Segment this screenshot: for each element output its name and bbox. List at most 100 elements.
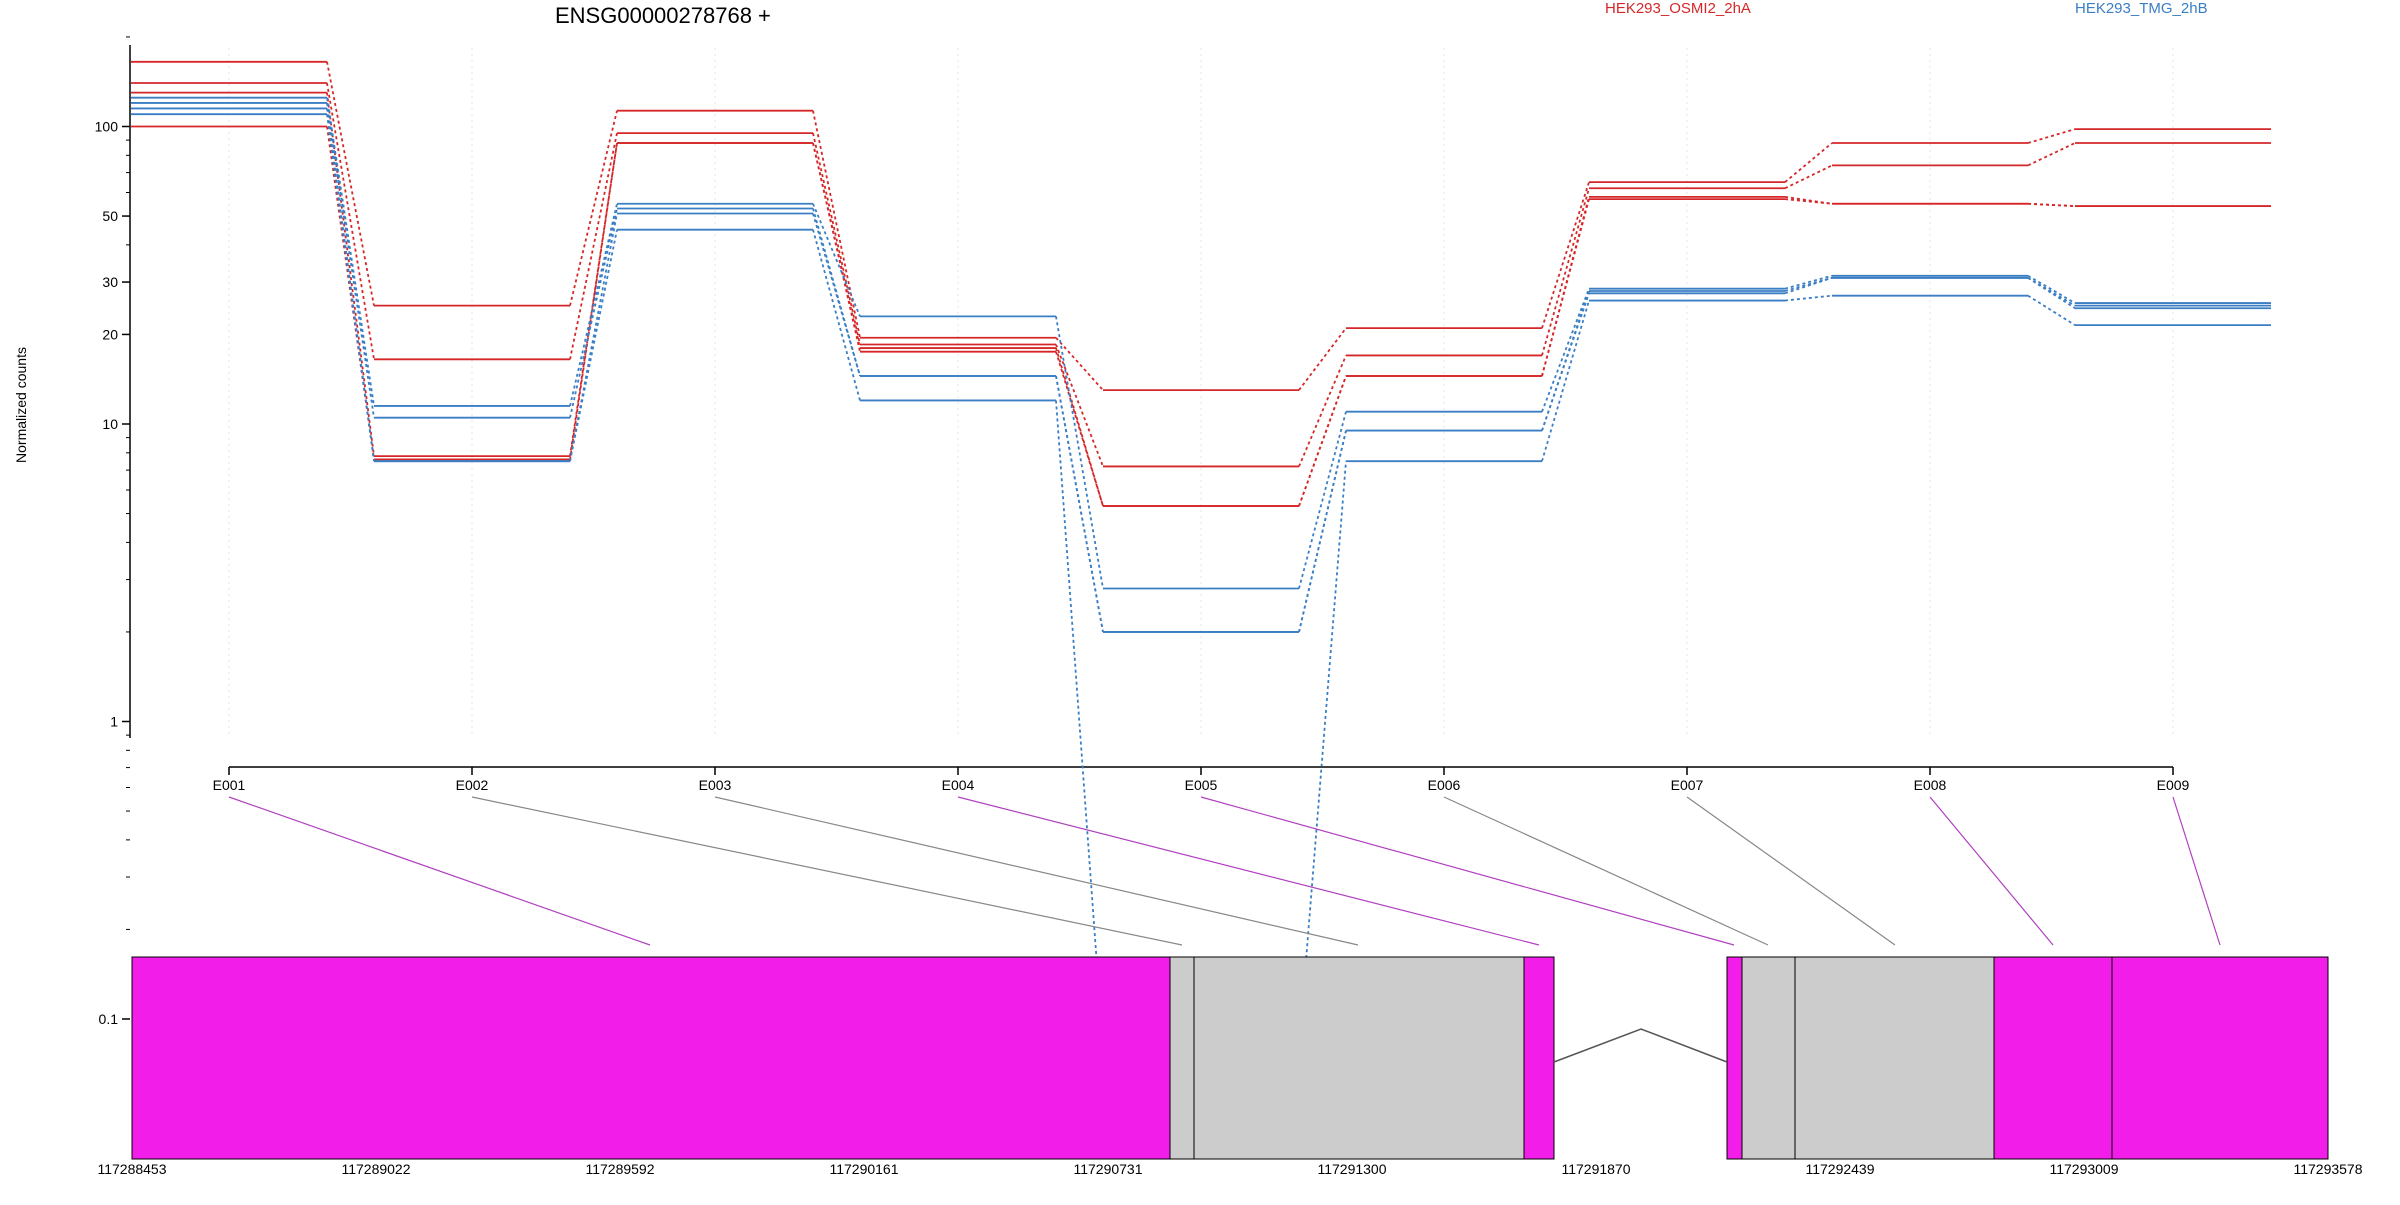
x-tick-label-e008: E008 (1914, 777, 1947, 793)
series-tmg-sample-1-link (1541, 288, 1590, 413)
grid-lines (228, 48, 2174, 735)
series-tmg-sample-1-link (1784, 274, 1833, 290)
series-tmg-sample-1-link (2027, 274, 2076, 304)
series-osmi2-sample-4-link (2027, 202, 2076, 208)
series-tmg-sample-2-link (812, 208, 861, 377)
exon-link-e001 (228, 796, 651, 946)
gene-exon-bin-5 (1726, 956, 1743, 1160)
series-tmg-sample-3-link (1541, 293, 1590, 431)
series-osmi2-sample-4-link (569, 142, 618, 460)
x-tick-label-e006: E006 (1428, 777, 1461, 793)
series-tmg-sample-1-link (812, 203, 861, 317)
y-axis-label: Normalized counts (13, 347, 29, 463)
series-tmg-sample-3-link (1055, 375, 1104, 633)
gene-exon-bin-9 (2111, 956, 2329, 1160)
y-tick-label: 30 (102, 274, 118, 290)
gene-exon-bin-3 (1193, 956, 1525, 1160)
series-osmi2-sample-3-link (1784, 195, 1833, 205)
chart-title: ENSG00000278768 + (555, 3, 771, 28)
series-tmg-sample-1-link (1298, 411, 1347, 589)
series-osmi2-sample-2-link (1055, 344, 1104, 467)
y-tick-label: 1 (110, 714, 118, 730)
gene-exon-bin-4 (1523, 956, 1555, 1160)
gene-model: 117288453 117289022 117289592 117290161 1172… (97, 796, 2363, 1177)
x-tick-label-e001: E001 (213, 777, 246, 793)
series-osmi2-sample-2-link (2027, 142, 2076, 167)
series-osmi2-sample-1-link (1541, 181, 1590, 329)
series-tmg-sample-1-link (1055, 316, 1104, 589)
genomic-coordinate-label: 117289022 (341, 1161, 410, 1177)
y-tick-label: 10 (102, 416, 118, 432)
exon-link-e007 (1686, 796, 1896, 946)
series-tmg-sample-3-link (1784, 276, 1833, 295)
series-tmg-sample-3-link (2027, 277, 2076, 309)
series-osmi2-sample-4-link (1784, 198, 1833, 205)
gene-exon-bin-6 (1741, 956, 1796, 1160)
series-tmg-sample-4-link (2027, 294, 2076, 326)
x-tick-label-e009: E009 (2157, 777, 2190, 793)
series-osmi2-sample-4-link (1541, 198, 1590, 377)
exon-link-e006 (1443, 796, 1769, 946)
y-tick-label: 20 (102, 326, 118, 342)
series-osmi2-sample-2-link (1784, 164, 1833, 190)
series-osmi2-sample-1-link (1784, 142, 1833, 183)
genomic-coordinate-label: 117293578 (2293, 1161, 2362, 1177)
y-tick-label: 0.1 (99, 1011, 119, 1027)
series-osmi2-sample-4-link (812, 142, 861, 352)
genomic-coordinate-label: 117290161 (829, 1161, 898, 1177)
x-tick-label-e002: E002 (456, 777, 489, 793)
y-tick-label: 100 (95, 119, 119, 135)
intron-line (1553, 1028, 1728, 1063)
genomic-coordinate-label: 117289592 (585, 1161, 654, 1177)
series-osmi2-sample-3-link (569, 142, 618, 457)
series-osmi2-sample-1-link (1298, 327, 1347, 391)
series-tmg-sample-4-link (1784, 294, 1833, 302)
gene-exon-bin-7 (1794, 956, 1995, 1160)
series-tmg-sample-3-link (812, 213, 861, 377)
series-osmi2-sample-2-link (1298, 355, 1347, 467)
series-osmi2-sample-2-link (1541, 188, 1590, 356)
series-osmi2-sample-4-link (1055, 351, 1104, 507)
exon-link-e002 (471, 796, 1183, 946)
genomic-coordinate-label: 117291300 (1317, 1161, 1386, 1177)
genomic-coordinate-label: 117291870 (1561, 1161, 1630, 1177)
genomic-coordinate-label: 117292439 (1805, 1161, 1874, 1177)
y-tick-label: 50 (102, 208, 118, 224)
series-tmg-sample-2-link (1784, 276, 1833, 292)
exon-link-e003 (714, 796, 1359, 946)
series-tmg-sample-1-link (569, 203, 618, 407)
series-osmi2-sample-1-link (326, 61, 375, 306)
series-osmi2-sample-1-link (569, 110, 618, 306)
series-tmg-sample-1-link (326, 97, 375, 407)
axes: 0.1 1 10 20 30 50 100 E001 E002 E003 E004 E005 E006 E… (95, 36, 2190, 1027)
legend-group-1: HEK293_OSMI2_2hA (1605, 0, 1751, 17)
exon-link-e008 (1929, 796, 2054, 946)
exon-link-e004 (957, 796, 1540, 946)
series-osmi2-sample-1-link (812, 110, 861, 338)
series-osmi2-sample-2-link (569, 132, 618, 360)
x-tick-label-e003: E003 (699, 777, 732, 793)
gene-exon-bin-8 (1993, 956, 2113, 1160)
series-osmi2-sample-1-link (2027, 128, 2076, 144)
exon-link-e005 (1200, 796, 1735, 946)
legend-group-2: HEK293_TMG_2hB (2075, 0, 2208, 17)
series-osmi2-sample-2-link (326, 82, 375, 360)
gene-exon-bin-1 (131, 956, 1171, 1160)
series-tmg-sample-4-link (326, 114, 375, 462)
data-series (131, 60, 2271, 1049)
x-tick-label-e004: E004 (942, 777, 975, 793)
series-tmg-sample-4-link (569, 229, 618, 462)
series-tmg-sample-2-link (326, 102, 375, 418)
x-tick-label-e007: E007 (1671, 777, 1704, 793)
x-tick-label-e005: E005 (1185, 777, 1218, 793)
series-tmg-sample-4-link (1298, 461, 1347, 1048)
exon-link-e009 (2172, 796, 2221, 946)
series-tmg-sample-4-link (1541, 300, 1590, 462)
series-tmg-sample-3-link (1298, 430, 1347, 633)
series-tmg-sample-4-link (1055, 400, 1104, 1048)
genomic-coordinate-label: 117293009 (2049, 1161, 2118, 1177)
gene-exon-bin-2 (1169, 956, 1195, 1160)
genomic-coordinate-label: 117288453 (97, 1161, 166, 1177)
